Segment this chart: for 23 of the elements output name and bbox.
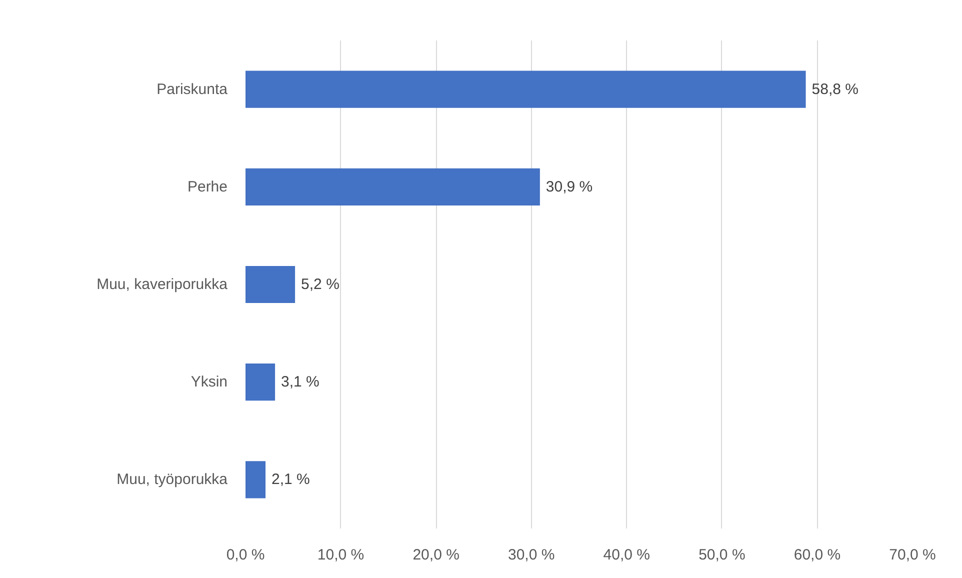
data-label: 30,9 %	[546, 178, 593, 196]
y-tick-label: Pariskunta	[156, 80, 228, 98]
data-label: 3,1 %	[281, 374, 320, 391]
x-tick-label: 10,0 %	[317, 546, 364, 564]
bar	[246, 461, 266, 498]
data-label: 58,8 %	[812, 80, 858, 98]
x-tick-label: 0,0 %	[226, 546, 265, 564]
x-tick-label: 40,0 %	[603, 546, 650, 564]
x-tick-label: 20,0 %	[412, 546, 460, 564]
bar	[246, 266, 296, 304]
y-tick-label: Yksin	[190, 374, 228, 391]
x-tick-label: 50,0 %	[698, 546, 746, 564]
data-label: 2,1 %	[272, 471, 310, 488]
y-tick-label: Muu, kaveriporukka	[96, 276, 228, 293]
x-tick-label: 70,0 %	[889, 546, 936, 564]
y-tick-label: Perhe	[187, 178, 228, 196]
y-tick-label: Muu, työporukka	[116, 471, 228, 488]
x-tick-label: 60,0 %	[794, 546, 841, 564]
bar	[246, 168, 540, 206]
bar	[246, 70, 806, 108]
x-tick-label: 30,0 %	[508, 546, 555, 564]
data-label: 5,2 %	[301, 276, 340, 293]
bar	[246, 364, 276, 401]
